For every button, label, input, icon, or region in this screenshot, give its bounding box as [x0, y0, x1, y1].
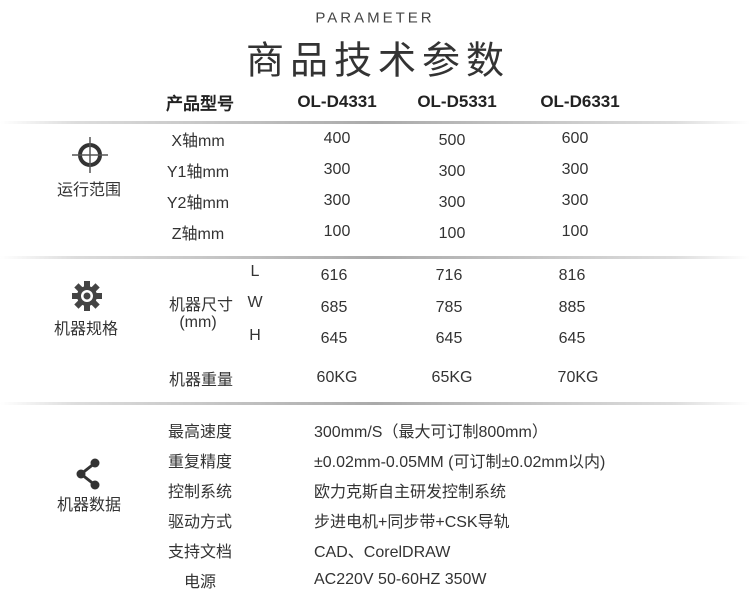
model-label: 产品型号	[166, 94, 234, 114]
row-value: ±0.02mm-0.05MM (可订制±0.02mm以内)	[314, 454, 606, 471]
cell-value: 100	[438, 225, 466, 242]
weight-value: 60KG	[316, 369, 358, 386]
cell-value: 100	[323, 223, 351, 240]
model-3: OL-D6331	[540, 92, 620, 111]
weight-value: 65KG	[431, 369, 473, 386]
row-label: 最高速度	[167, 424, 233, 441]
page-title: 商品技术参数	[245, 40, 511, 83]
cell-value: 716	[435, 267, 463, 284]
row-value: 300mm/S（最大可订制800mm）	[314, 424, 548, 441]
gear-icon	[72, 281, 102, 311]
row-value: CAD、CorelDRAW	[314, 544, 451, 561]
model-1: OL-D4331	[297, 92, 377, 111]
cell-value: 300	[323, 192, 351, 209]
row-label: 支持文档	[167, 544, 233, 561]
crosshair-icon	[72, 137, 108, 173]
model-2: OL-D5331	[417, 92, 497, 111]
eyebrow: PARAMETER	[315, 9, 435, 27]
cell-value: 645	[435, 330, 463, 347]
cell-value: 500	[438, 132, 466, 149]
row-label: 驱动方式	[167, 514, 233, 531]
row-value: 步进电机+同步带+CSK导轨	[314, 514, 510, 531]
cell-value: 616	[320, 267, 348, 284]
divider	[0, 256, 750, 259]
dim-axis: H	[249, 327, 261, 344]
cell-value: 785	[435, 299, 463, 316]
size-unit: (mm)	[179, 314, 217, 331]
section-name: 机器规格	[53, 321, 119, 338]
cell-value: 300	[438, 194, 466, 211]
row-label: Z轴mm	[171, 226, 225, 243]
cell-value: 100	[561, 223, 589, 240]
cell-value: 600	[561, 130, 589, 147]
row-label: Y1轴mm	[166, 164, 230, 181]
row-value: 欧力克斯自主研发控制系统	[314, 484, 507, 501]
row-label: 电源	[183, 574, 217, 591]
weight-label: 机器重量	[168, 372, 234, 389]
cell-value: 300	[323, 161, 351, 178]
cell-value: 400	[323, 130, 351, 147]
cell-value: 645	[320, 330, 348, 347]
row-label: 重复精度	[167, 454, 233, 471]
cell-value: 300	[561, 192, 589, 209]
dim-axis: L	[250, 263, 260, 280]
cell-value: 300	[438, 163, 466, 180]
divider	[0, 402, 750, 405]
row-label: Y2轴mm	[166, 195, 230, 212]
cell-value: 885	[558, 299, 586, 316]
dim-axis: W	[247, 294, 263, 311]
row-label: X轴mm	[171, 133, 225, 150]
row-label: 控制系统	[167, 484, 233, 501]
cell-value: 300	[561, 161, 589, 178]
section-name: 机器数据	[56, 497, 122, 514]
divider	[0, 121, 750, 124]
cell-value: 645	[558, 330, 586, 347]
size-label: 机器尺寸	[168, 297, 234, 314]
weight-value: 70KG	[557, 369, 599, 386]
cell-value: 816	[558, 267, 586, 284]
row-value: AC220V 50-60HZ 350W	[314, 571, 487, 588]
share-icon	[76, 458, 100, 490]
section-name: 运行范围	[56, 182, 122, 199]
cell-value: 685	[320, 299, 348, 316]
